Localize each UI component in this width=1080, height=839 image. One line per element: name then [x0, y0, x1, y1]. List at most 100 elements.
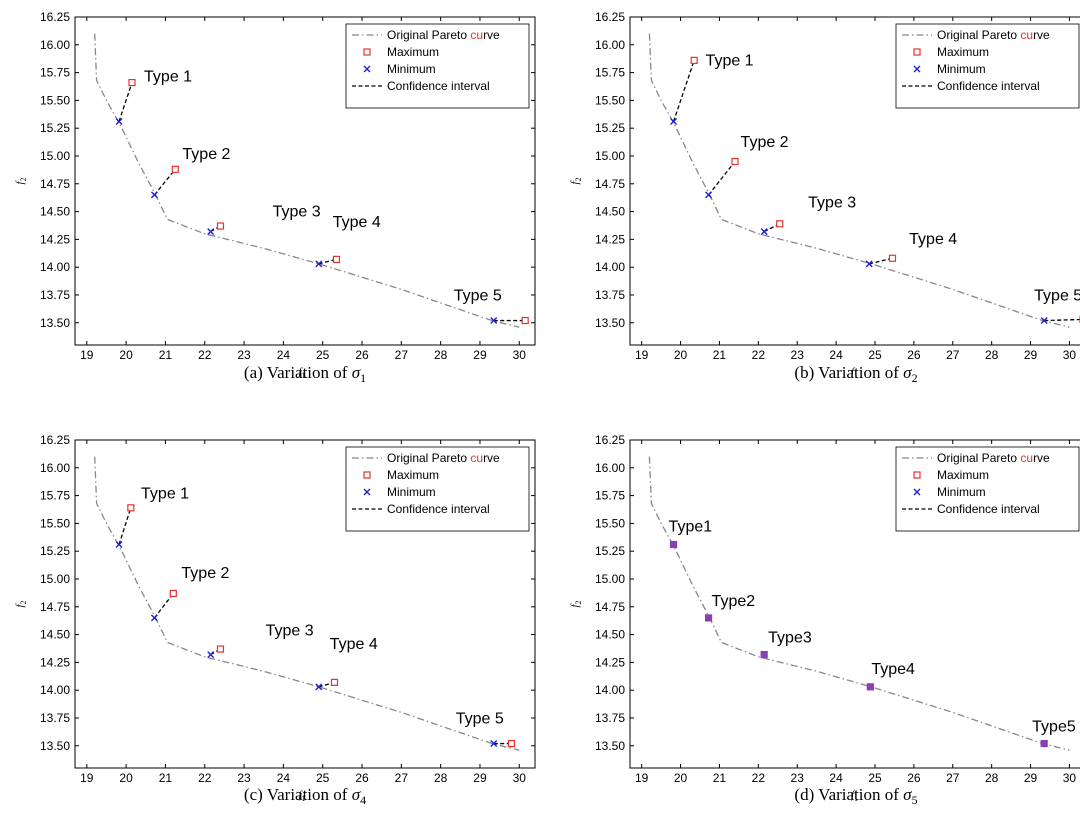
x-axis-label-sub: 1 [302, 371, 306, 380]
x-tick-label: 26 [907, 348, 921, 362]
y-tick-label: 14.50 [40, 205, 70, 219]
type-label: Type 3 [266, 623, 314, 640]
x-axis-label-main: f [298, 366, 303, 378]
legend-minimum-swatch [363, 488, 371, 496]
maximum-marker [127, 504, 135, 512]
legend-curve-part-red: cu [1020, 451, 1033, 465]
subplot-1: 19 20 21 22 23 24 25 26 27 28 29 3013.5013.7514.001… [14, 10, 536, 385]
x-tick-label: 26 [907, 771, 921, 785]
minimum-marker [315, 683, 323, 691]
y-tick-label: 15.25 [595, 544, 625, 558]
x-axis-label-main: f [851, 789, 856, 801]
minimum-marker [866, 683, 874, 691]
legend: Original Pareto curve Maximum Minimum Confi… [895, 446, 1080, 532]
x-tick-label: 20 [119, 771, 133, 785]
x-axis-label-main: f [851, 366, 856, 378]
y-tick-label: 14.75 [40, 600, 70, 614]
y-tick-label: 15.50 [40, 516, 70, 530]
legend-box [895, 23, 1080, 109]
y-tick-label: 15.75 [595, 66, 625, 80]
type-label: Type3 [768, 630, 812, 647]
type-label: Type 4 [330, 636, 378, 653]
y-tick-label: 15.25 [40, 544, 70, 558]
x-tick-label: 21 [159, 348, 173, 362]
confidence-interval [672, 60, 695, 122]
y-tick-label: 15.75 [40, 489, 70, 503]
y-tick-label: 16.25 [40, 10, 70, 24]
legend-maximum-label: Maximum [937, 468, 989, 482]
y-axis-label: f2 [569, 600, 583, 607]
y-tick-label: 14.50 [595, 205, 625, 219]
x-tick-label: 24 [829, 348, 843, 362]
legend-curve-part: Original Pareto [937, 451, 1020, 465]
legend-maximum-label: Maximum [387, 45, 439, 59]
x-axis-label: f1 [298, 366, 305, 380]
legend-curve-label: Original Pareto curve [937, 28, 1050, 42]
y-tick-label: 16.00 [595, 461, 625, 475]
y-tick-label: 14.00 [40, 683, 70, 697]
x-tick-label: 30 [513, 348, 527, 362]
legend-curve-label: Original Pareto curve [937, 451, 1050, 465]
legend-minimum-label: Minimum [387, 485, 436, 499]
caption-text: (b) Variation of [794, 363, 903, 382]
maximum-marker [731, 157, 739, 166]
pareto-curve [94, 456, 520, 751]
legend-box [345, 446, 530, 532]
pareto-curve [648, 33, 1070, 328]
y-axis-label-main: f [569, 180, 581, 185]
x-axis-label: f1 [851, 789, 858, 803]
type-label: Type 4 [333, 214, 381, 231]
x-tick-label: 27 [946, 771, 960, 785]
legend-maximum-swatch [913, 471, 921, 479]
legend-minimum-label: Minimum [387, 62, 436, 76]
type-label: Type 2 [182, 146, 230, 163]
type-label: Type 2 [181, 565, 229, 582]
pareto-curve [94, 33, 520, 328]
legend-box [895, 446, 1080, 532]
minimum-marker [670, 541, 678, 549]
legend-box [345, 23, 530, 109]
legend-curve-part: rve [483, 451, 500, 465]
x-tick-label: 20 [119, 348, 133, 362]
subplot-caption: (d) Variation of σ5 [794, 785, 917, 807]
y-tick-label: 14.25 [40, 655, 70, 669]
type-label: Type 1 [144, 69, 192, 86]
x-tick-label: 23 [237, 771, 251, 785]
x-tick-label: 21 [159, 771, 173, 785]
x-tick-label: 22 [198, 771, 212, 785]
x-tick-label: 29 [1024, 771, 1038, 785]
x-tick-label: 19 [80, 348, 94, 362]
x-tick-label: 21 [713, 771, 727, 785]
y-tick-label: 13.75 [40, 711, 70, 725]
type-label: Type 2 [741, 134, 789, 151]
minimum-marker [115, 541, 123, 549]
x-tick-label: 26 [355, 771, 369, 785]
minimum-marker [490, 740, 498, 748]
x-axis-label-main: f [298, 789, 303, 801]
y-tick-label: 13.50 [40, 739, 70, 753]
caption-subscript: 5 [912, 793, 918, 807]
caption-symbol: σ [352, 363, 361, 382]
confidence-interval [153, 593, 174, 619]
confidence-interval [1044, 318, 1080, 322]
x-tick-label: 21 [713, 348, 727, 362]
type-label: Type 3 [273, 204, 321, 221]
y-tick-label: 15.75 [40, 66, 70, 80]
subplot-3: 19 20 21 22 23 24 25 26 27 28 29 3013.5013.7514.001… [14, 433, 536, 807]
subplot-caption: (c) Variation of σ4 [244, 785, 366, 807]
caption-text: (c) Variation of [244, 785, 352, 804]
pareto-curve [648, 456, 1070, 751]
y-tick-label: 16.25 [40, 433, 70, 447]
legend-ci-label: Confidence interval [387, 502, 490, 516]
x-tick-label: 28 [434, 771, 448, 785]
y-tick-label: 14.75 [595, 600, 625, 614]
x-axis-label: f1 [298, 789, 305, 803]
x-tick-label: 28 [985, 771, 999, 785]
legend-maximum-swatch [913, 48, 921, 56]
plot-frame [74, 16, 536, 346]
legend-maximum-label: Maximum [387, 468, 439, 482]
minimum-marker [490, 317, 498, 325]
minimum-marker [760, 651, 768, 659]
type-label: Type4 [871, 661, 915, 678]
x-tick-label: 27 [395, 771, 409, 785]
